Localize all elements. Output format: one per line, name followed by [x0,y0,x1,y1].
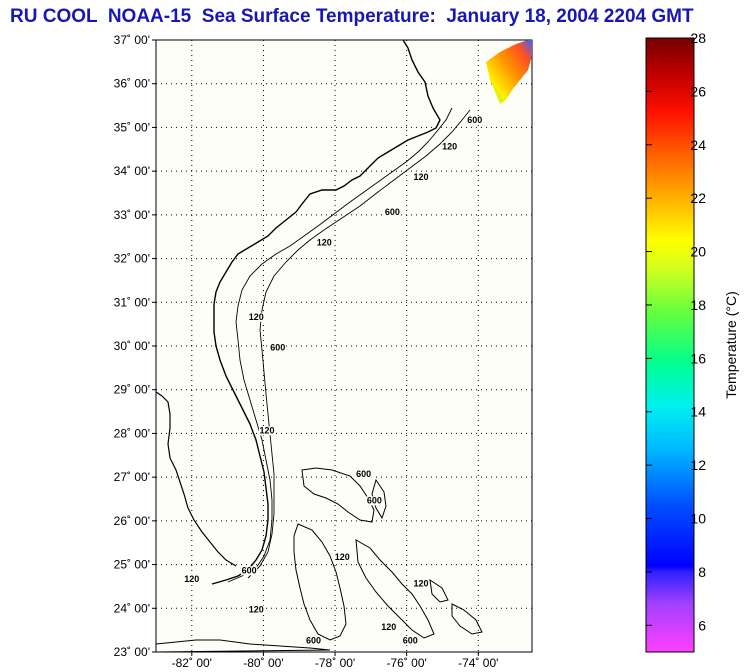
isobath-depth-label: 120 [413,172,428,182]
isobath-depth-label: 600 [306,635,321,645]
colorbar [645,37,695,653]
lat-tick-label: 35˚ 00' [114,120,150,134]
contour-label-bg [466,116,483,126]
colorbar-tick-label: 10 [690,511,706,527]
isobath-depth-label: 120 [413,578,428,588]
colorbar-tick-label: 18 [690,297,706,313]
contour-label-bg [248,605,265,615]
map-title: RU COOL NOAA-15 Sea Surface Temperature:… [10,6,694,27]
colorbar-tick-label: 20 [690,244,706,260]
contour-label-bg [380,623,397,633]
contour-labels: 600 120 120 600 120 120 600 120 600 600 120 120 600 1… [183,115,483,646]
lon-tick-label: -78˚ 00' [315,656,355,670]
isobath-depth-label: 600 [467,115,482,125]
isobath-depth-label: 600 [356,469,371,479]
bahamas-islands [155,467,483,653]
isobath-depth-label: 120 [317,237,332,247]
isobath-depth-label: 120 [249,312,264,322]
lat-tick-label: 30˚ 00' [114,339,150,353]
sst-satellite-patch[interactable] [486,40,532,104]
lon-tick-label: -74˚ 00' [458,656,498,670]
contour-label-bg [334,553,351,563]
contour-label-bg [384,207,401,217]
colorbar-title: Temperature (°C) [723,291,739,399]
lat-tick-label: 23˚ 00' [114,645,150,659]
lon-tick-label: -80˚ 00' [243,656,283,670]
lat-tick-label: 33˚ 00' [114,208,150,222]
contour-label-bg [269,343,286,353]
contour-label-bg [305,636,322,646]
isobath-600m [247,109,471,579]
contour-label-bg [402,636,419,646]
colorbar-tick-label: 14 [690,404,706,420]
lon-tick-label: -76˚ 00' [387,656,427,670]
lat-tick-label: 27˚ 00' [114,470,150,484]
isobath-depth-label: 120 [381,622,396,632]
isobath-depth-label: 120 [259,425,274,435]
colorbar-tick-label: 26 [690,83,706,99]
lat-tick-label: 31˚ 00' [114,295,150,309]
coastline-florida-gulf [155,391,237,567]
lat-tick-label: 36˚ 00' [114,77,150,91]
colorbar-tick-label: 28 [690,30,706,46]
latitude-tick-labels: 37˚ 00' 36˚ 00' 35˚ 00' 34˚ 00' 33˚ 00' 32˚ 0… [114,33,156,659]
lon-tick-label: -82˚ 00' [172,656,212,670]
isobath-depth-label: 600 [242,565,257,575]
lat-tick-label: 26˚ 00' [114,514,150,528]
isobath-depth-label: 600 [270,342,285,352]
lat-tick-label: 34˚ 00' [114,164,150,178]
coastline-us-east [211,39,441,585]
contour-label-bg [441,142,458,152]
colorbar-tick-label: 22 [690,190,706,206]
isobath-depth-label: 120 [249,605,264,615]
contour-label-bg [316,238,333,248]
lat-tick-label: 32˚ 00' [114,252,150,266]
isobath-depth-label: 600 [367,495,382,505]
contour-label-bg [183,575,200,585]
isobath-120m [227,107,453,583]
isobath-depth-label: 120 [184,574,199,584]
isobath-depth-label: 600 [403,635,418,645]
map-area[interactable] [155,39,533,653]
contour-label-bg [412,172,429,182]
isobath-depth-label: 120 [442,141,457,151]
colorbar-tick-label: 12 [690,457,706,473]
contour-label-bg [366,496,383,506]
isobath-depth-label: 120 [335,552,350,562]
lat-tick-label: 24˚ 00' [114,601,150,615]
lat-tick-label: 25˚ 00' [114,558,150,572]
longitude-tick-labels: -82˚ 00' -80˚ 00' -78˚ 00' -76˚ 00' -74˚ 00' [172,652,498,670]
lat-tick-label: 37˚ 00' [114,33,150,47]
colorbar-tick-label: 8 [698,564,706,580]
contour-label-bg [241,566,258,576]
contour-label-bg [248,312,265,322]
colorbar-tick-label: 24 [690,137,706,153]
lat-tick-label: 28˚ 00' [114,426,150,440]
contour-label-bg [412,579,429,589]
map-grid [156,40,532,652]
lat-tick-label: 29˚ 00' [114,383,150,397]
contour-label-bg [259,426,276,436]
colorbar-tick-label: 16 [690,350,706,366]
contour-label-bg [355,470,372,480]
colorbar-tick-label: 6 [698,617,706,633]
isobath-depth-label: 600 [385,207,400,217]
colorbar-tick-labels: 28 26 24 22 20 18 16 14 12 10 8 6 [646,30,706,633]
